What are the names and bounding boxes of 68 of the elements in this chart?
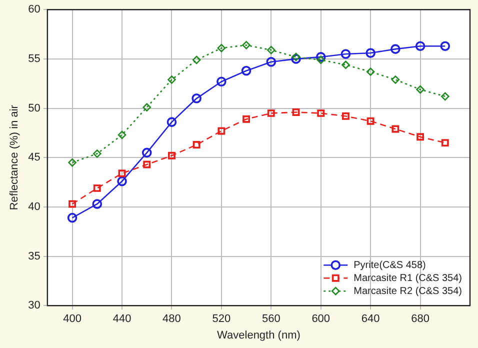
point bbox=[166, 117, 177, 127]
point bbox=[291, 54, 301, 64]
point bbox=[415, 41, 426, 52]
point bbox=[390, 44, 400, 54]
x-tick-label: 480 bbox=[162, 313, 181, 326]
point bbox=[217, 44, 226, 52]
point bbox=[143, 160, 151, 168]
point bbox=[168, 152, 176, 160]
point bbox=[340, 49, 351, 59]
y-tick-label: 60 bbox=[28, 4, 40, 16]
point bbox=[416, 85, 424, 94]
x-tick-label: 520 bbox=[212, 313, 231, 326]
point bbox=[142, 103, 152, 112]
point bbox=[168, 76, 176, 84]
point bbox=[192, 94, 202, 104]
y-tick-label: 35 bbox=[28, 250, 40, 262]
x-tick-label: 680 bbox=[411, 313, 430, 326]
point bbox=[68, 200, 76, 208]
point bbox=[216, 76, 226, 87]
y-tick-label: 55 bbox=[28, 52, 40, 65]
x-tick-label: 640 bbox=[361, 313, 380, 326]
point bbox=[317, 109, 325, 117]
point bbox=[118, 170, 126, 178]
point bbox=[316, 52, 326, 62]
point bbox=[93, 184, 101, 192]
point bbox=[392, 125, 400, 133]
point bbox=[416, 133, 424, 141]
point bbox=[142, 148, 152, 158]
point bbox=[440, 92, 450, 101]
point bbox=[342, 60, 350, 70]
y-axis-title: Reflectance (%) in air bbox=[8, 104, 21, 210]
point bbox=[118, 130, 126, 140]
x-tick-label: 600 bbox=[312, 313, 330, 326]
point bbox=[366, 117, 374, 125]
point bbox=[242, 40, 250, 50]
point bbox=[292, 52, 300, 62]
point bbox=[67, 212, 78, 223]
point bbox=[93, 150, 102, 158]
x-tick-label: 560 bbox=[262, 313, 280, 326]
legend-label: Marcasite R1 (C&S 354) bbox=[354, 272, 462, 284]
point bbox=[267, 109, 275, 117]
point bbox=[117, 176, 127, 186]
point bbox=[92, 199, 102, 209]
point bbox=[441, 139, 449, 147]
y-tick-label: 45 bbox=[28, 152, 40, 164]
point bbox=[192, 141, 200, 148]
x-axis-title: Wavelength (nm) bbox=[217, 329, 300, 342]
point bbox=[440, 41, 450, 52]
point bbox=[218, 127, 226, 135]
point bbox=[266, 56, 276, 67]
y-tick-label: 40 bbox=[28, 200, 40, 213]
point bbox=[391, 76, 400, 84]
x-tick-label: 440 bbox=[112, 313, 132, 326]
point bbox=[192, 56, 201, 64]
point bbox=[342, 112, 350, 120]
point bbox=[366, 68, 375, 76]
point bbox=[242, 115, 250, 123]
point bbox=[316, 56, 326, 64]
legend-label: Pyrite(C&S 458) bbox=[354, 260, 426, 271]
x-tick-label: 400 bbox=[63, 313, 82, 326]
y-tick-label: 50 bbox=[28, 102, 40, 114]
point bbox=[292, 108, 300, 116]
point bbox=[68, 158, 76, 167]
legend-label: Marcasite R2 (C&S 354) bbox=[354, 286, 462, 297]
point bbox=[366, 48, 376, 58]
point bbox=[266, 46, 276, 54]
point bbox=[241, 66, 252, 76]
y-tick-label: 30 bbox=[28, 300, 40, 312]
